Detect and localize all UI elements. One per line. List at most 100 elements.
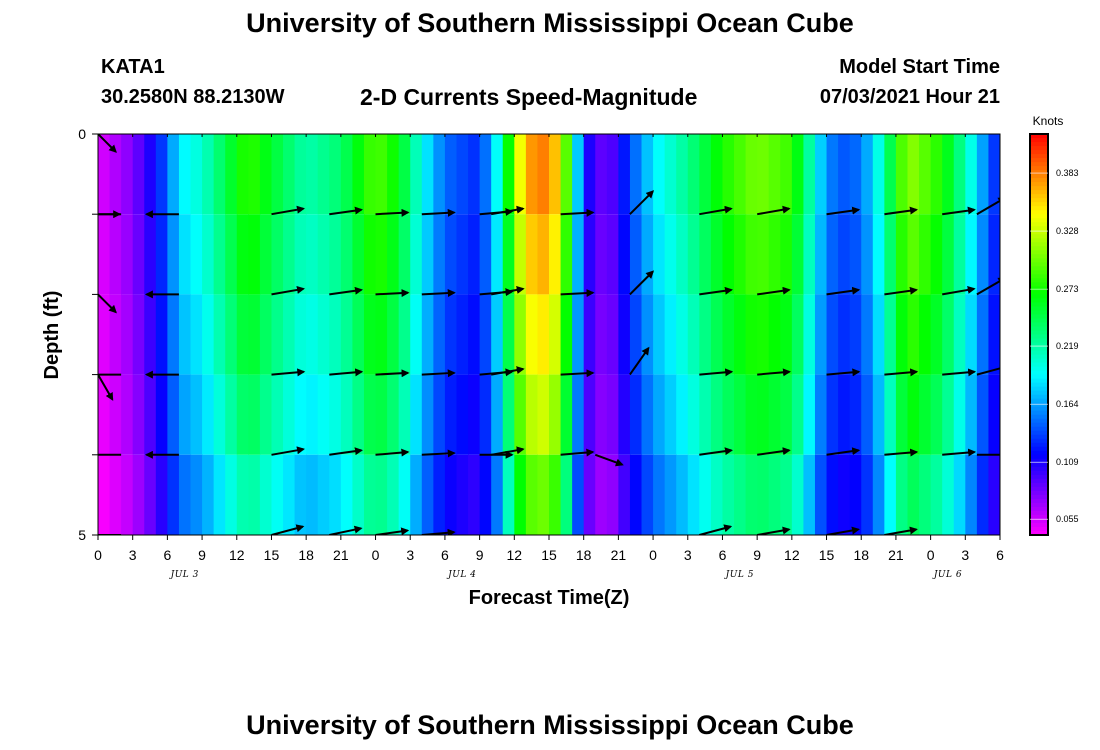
heatmap-cell	[537, 214, 550, 295]
day-label: JUL 3	[169, 570, 199, 580]
heatmap-cell	[283, 374, 296, 455]
colorbar-segment	[1030, 314, 1048, 320]
current-vector-arrow	[421, 369, 456, 378]
heatmap-cell	[294, 374, 307, 455]
heatmap-cell	[213, 374, 226, 455]
x-tick-label: 15	[541, 547, 557, 563]
colorbar: 0.055 0.109 0.164 0.219 0.273 0.328 0.383	[1029, 133, 1079, 536]
heatmap-cell	[294, 454, 307, 535]
heatmap-cell	[861, 214, 874, 295]
x-tick-label: 6	[719, 547, 727, 563]
colorbar-segment	[1030, 482, 1048, 488]
current-vector-arrow	[271, 205, 305, 216]
heatmap-cell	[248, 214, 261, 295]
heatmap-cell	[479, 134, 492, 215]
heatmap-cell	[919, 134, 932, 215]
colorbar-segment	[1030, 366, 1048, 372]
heatmap-cell	[699, 454, 712, 535]
heatmap-cell	[595, 294, 608, 375]
heatmap-cell	[294, 214, 307, 295]
x-tick-label: 6	[441, 547, 449, 563]
heatmap-cell	[976, 134, 990, 215]
heatmap-cell	[942, 294, 955, 375]
heatmap-cell	[965, 374, 978, 455]
heatmap-cell	[525, 214, 539, 295]
heatmap-cell	[699, 294, 712, 375]
heatmap-cell	[236, 294, 249, 375]
heatmap-cell	[155, 214, 168, 295]
heatmap-cell	[895, 214, 909, 295]
heatmap-cell	[433, 214, 446, 295]
colorbar-segment	[1030, 142, 1048, 147]
heatmap-cell	[734, 294, 747, 375]
current-vector-arrow	[98, 134, 117, 153]
heatmap-cell	[155, 134, 168, 215]
heatmap-cell	[838, 454, 851, 535]
heatmap-cell	[583, 454, 596, 535]
colorbar-segment	[1030, 510, 1048, 516]
bottom-title: University of Southern Mississippi Ocean…	[246, 710, 854, 740]
heatmap-cell	[583, 294, 596, 375]
heatmap-cell	[549, 454, 562, 535]
heatmap-cell	[884, 374, 897, 455]
heatmap-cell	[283, 294, 296, 375]
heatmap-cell	[144, 454, 157, 535]
heatmap-cell	[629, 374, 643, 455]
heatmap-cell	[468, 374, 481, 455]
colorbar-segment	[1030, 166, 1048, 171]
heatmap-cell	[872, 374, 885, 455]
colorbar-segment	[1030, 362, 1048, 368]
colorbar-segment	[1030, 322, 1048, 328]
heatmap-cell	[271, 134, 284, 215]
colorbar-segment	[1030, 422, 1048, 428]
heatmap-cell	[583, 214, 596, 295]
heatmap-cell	[433, 134, 446, 215]
heatmap-cell	[838, 294, 851, 375]
colorbar-segment	[1030, 318, 1048, 324]
heatmap-cell	[687, 214, 700, 295]
colorbar-segment	[1030, 250, 1048, 255]
heatmap-cell	[965, 134, 978, 215]
heatmap-cell	[861, 134, 874, 215]
current-vector-arrow	[942, 206, 976, 216]
colorbar-segment	[1030, 186, 1048, 191]
heatmap-cell	[514, 374, 527, 455]
heatmap-cell	[791, 454, 805, 535]
colorbar-segment	[1030, 390, 1048, 396]
x-tick-label: 3	[129, 547, 137, 563]
colorbar-segment	[1030, 138, 1048, 143]
heatmap-cell	[803, 374, 816, 455]
x-tick-label: 6	[996, 547, 1004, 563]
heatmap-cell	[988, 454, 1000, 535]
heatmap-cell	[595, 374, 608, 455]
heatmap-cell	[491, 374, 504, 455]
heatmap-cell	[421, 134, 434, 215]
heatmap-cell	[826, 134, 839, 215]
heatmap-cell	[953, 214, 966, 295]
colorbar-segment	[1030, 506, 1048, 512]
heatmap-cell	[525, 374, 539, 455]
heatmap-cell	[618, 134, 631, 215]
heatmap-cell	[942, 134, 955, 215]
colorbar-segment	[1030, 262, 1048, 267]
heatmap-cell	[606, 134, 619, 215]
current-vector-arrow	[329, 525, 363, 535]
heatmap-cell	[595, 134, 608, 215]
colorbar-segment	[1030, 498, 1048, 504]
heatmap-cell	[583, 134, 596, 215]
heatmap-cell	[791, 214, 805, 295]
heatmap-cell	[317, 294, 330, 375]
heatmap-cell	[560, 214, 573, 295]
current-vector-arrow	[699, 524, 733, 535]
current-vector-arrow	[884, 286, 918, 296]
heatmap-cell	[699, 214, 712, 295]
current-vector-arrow	[976, 197, 1000, 216]
current-vector-arrow	[375, 448, 410, 457]
heatmap-cell	[919, 294, 932, 375]
heatmap-cell	[98, 294, 111, 375]
heatmap-cell	[259, 374, 273, 455]
heatmap-cell	[861, 294, 874, 375]
heatmap-cell	[572, 374, 585, 455]
current-vector-arrow	[884, 206, 918, 216]
heatmap-cell	[537, 374, 550, 455]
